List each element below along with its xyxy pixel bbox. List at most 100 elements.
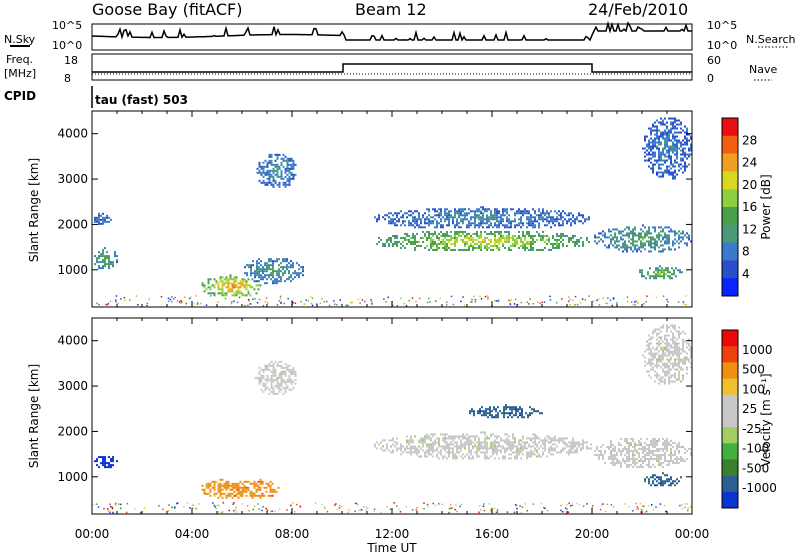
power-cell	[678, 230, 680, 233]
power-cell	[278, 268, 280, 271]
power-cell	[286, 278, 288, 281]
velocity-cell	[486, 447, 488, 450]
velocity-cell	[616, 451, 618, 454]
power-cell	[414, 218, 416, 221]
velocity-cell	[474, 435, 476, 438]
velocity-cell	[239, 494, 242, 497]
velocity-cell	[686, 509, 689, 512]
power-cell	[388, 242, 390, 245]
velocity-cell	[650, 338, 652, 341]
velocity-cell	[648, 338, 650, 341]
power-cell	[668, 149, 670, 152]
velocity-cell	[668, 441, 670, 444]
power-cell	[454, 216, 456, 219]
velocity-cell	[506, 439, 508, 442]
power-cell	[476, 238, 478, 241]
power-cell	[403, 302, 406, 305]
velocity-cell	[674, 350, 676, 353]
power-cell	[566, 222, 568, 225]
velocity-cell	[519, 414, 521, 417]
power-cell	[276, 165, 279, 168]
velocity-cell	[648, 459, 650, 462]
power-cell	[498, 236, 500, 239]
velocity-cell	[271, 490, 274, 493]
power-cell	[292, 278, 294, 281]
velocity-cell	[572, 447, 574, 450]
power-cell	[446, 212, 448, 215]
power-cell	[524, 248, 526, 251]
velocity-cell	[264, 388, 267, 391]
velocity-cell	[676, 368, 678, 371]
power-cell	[478, 246, 480, 249]
velocity-cell	[205, 482, 208, 485]
power-cell	[108, 257, 110, 260]
velocity-cell	[225, 494, 228, 497]
power-cell	[225, 282, 228, 285]
velocity-cell	[456, 447, 458, 450]
power-cell	[248, 266, 250, 269]
power-ytick-label: 1000	[57, 263, 88, 277]
power-cell	[480, 236, 482, 239]
power-cell	[584, 218, 586, 221]
power-cell	[646, 230, 648, 233]
power-cell	[670, 149, 672, 152]
velocity-cell	[686, 368, 688, 371]
power-cell	[654, 240, 656, 243]
velocity-cell	[654, 453, 656, 456]
power-cell	[677, 301, 680, 303]
power-cell	[518, 236, 520, 239]
velocity-cell	[110, 458, 112, 461]
power-cell	[432, 248, 434, 251]
velocity-cell	[678, 366, 680, 369]
power-cell	[276, 304, 279, 306]
velocity-cell	[276, 376, 279, 379]
power-cell	[420, 220, 422, 223]
power-cell	[260, 260, 262, 263]
velocity-cell	[462, 457, 464, 460]
power-cell	[530, 236, 532, 239]
velocity-cell	[406, 447, 408, 450]
velocity-cell	[442, 447, 444, 450]
velocity-cell	[614, 457, 616, 460]
power-cell	[357, 298, 360, 301]
velocity-cell	[534, 453, 536, 456]
power-cell	[400, 210, 402, 213]
velocity-cell	[412, 441, 414, 444]
power-cell	[474, 301, 477, 303]
power-cell	[659, 271, 661, 274]
power-cell	[440, 220, 442, 223]
velocity-cell	[456, 435, 458, 438]
velocity-cell	[235, 506, 237, 509]
velocity-cell	[512, 437, 514, 440]
velocity-cell	[672, 350, 674, 353]
power-cell	[460, 238, 462, 241]
power-cell	[438, 242, 440, 245]
velocity-cell	[503, 414, 505, 417]
velocity-cell	[610, 441, 612, 444]
power-cell	[670, 248, 672, 251]
velocity-cell	[570, 445, 572, 448]
power-cell	[618, 244, 620, 247]
power-cell	[474, 246, 476, 249]
power-cell	[644, 248, 646, 251]
power-cell	[574, 244, 576, 247]
velocity-cell	[682, 338, 684, 341]
velocity-cell	[650, 484, 652, 487]
velocity-cell	[269, 480, 272, 483]
velocity-cell	[674, 480, 676, 483]
power-cell	[400, 246, 402, 249]
power-cell	[454, 248, 456, 251]
velocity-cell	[218, 504, 220, 507]
velocity-cell	[528, 443, 530, 446]
velocity-cell	[394, 441, 396, 444]
velocity-cell	[448, 508, 451, 510]
power-colorbar-swatch	[722, 260, 738, 279]
power-cell	[662, 159, 664, 162]
power-cell	[658, 151, 660, 154]
power-cell	[528, 222, 530, 225]
power-cell	[668, 129, 670, 132]
velocity-cell	[222, 502, 225, 504]
power-cell	[652, 139, 654, 142]
velocity-cell	[654, 445, 656, 448]
power-cell	[506, 220, 508, 223]
